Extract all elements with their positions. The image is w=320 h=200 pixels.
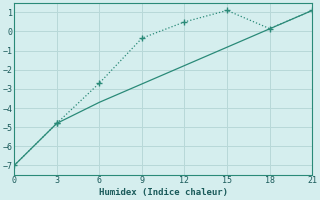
X-axis label: Humidex (Indice chaleur): Humidex (Indice chaleur): [99, 188, 228, 197]
